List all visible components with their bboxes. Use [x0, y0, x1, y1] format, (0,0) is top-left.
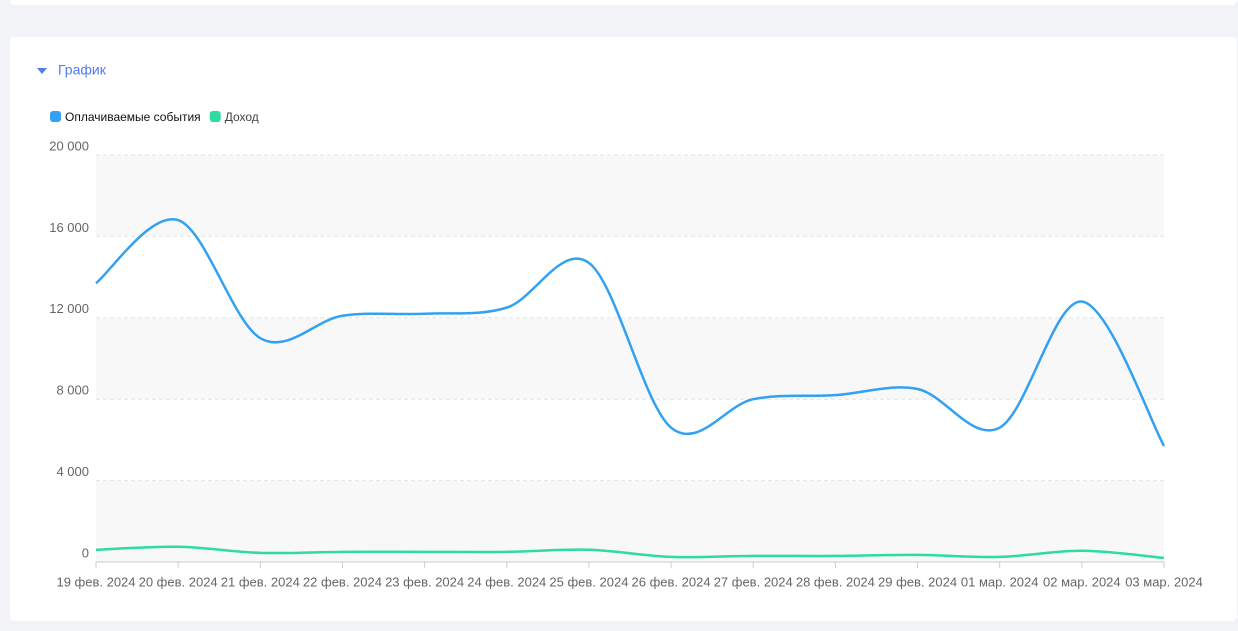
legend-label[interactable]: Оплачиваемые события [65, 110, 201, 124]
x-tick-label: 26 фев. 2024 [632, 574, 711, 589]
x-tick-label: 19 фев. 2024 [56, 574, 135, 589]
x-tick-label: 01 мар. 2024 [961, 574, 1039, 589]
x-tick-label: 02 мар. 2024 [1043, 574, 1121, 589]
y-tick-label: 16 000 [49, 220, 89, 235]
x-tick-label: 03 мар. 2024 [1125, 574, 1203, 589]
x-tick-label: 28 фев. 2024 [796, 574, 875, 589]
x-tick-label: 29 фев. 2024 [878, 574, 957, 589]
x-tick-label: 20 фев. 2024 [139, 574, 218, 589]
x-tick-label: 21 фев. 2024 [221, 574, 300, 589]
grid-band [96, 155, 1164, 237]
x-tick-label: 27 фев. 2024 [714, 574, 793, 589]
grid-band [96, 317, 1164, 400]
previous-card [10, 0, 1237, 5]
series-line [95, 218, 1166, 447]
grid-band [96, 480, 1164, 562]
x-tick-label: 23 фев. 2024 [385, 574, 464, 589]
y-tick-label: 0 [82, 545, 89, 560]
collapse-arrow [37, 68, 47, 74]
legend-swatch[interactable] [50, 111, 61, 122]
y-tick-label: 20 000 [49, 138, 89, 153]
legend-label[interactable]: Доход [225, 110, 259, 124]
section-title[interactable]: График [58, 62, 107, 78]
x-tick-label: 25 фев. 2024 [549, 574, 628, 589]
series-line [95, 545, 1165, 560]
y-tick-label: 8 000 [56, 383, 89, 398]
y-tick-label: 12 000 [49, 301, 89, 316]
legend-swatch[interactable] [209, 111, 221, 122]
x-tick-label: 24 фев. 2024 [467, 574, 546, 589]
section-toggle[interactable]: График [37, 62, 107, 78]
x-tick-label: 22 фев. 2024 [303, 574, 382, 589]
y-tick-label: 4 000 [56, 464, 89, 479]
